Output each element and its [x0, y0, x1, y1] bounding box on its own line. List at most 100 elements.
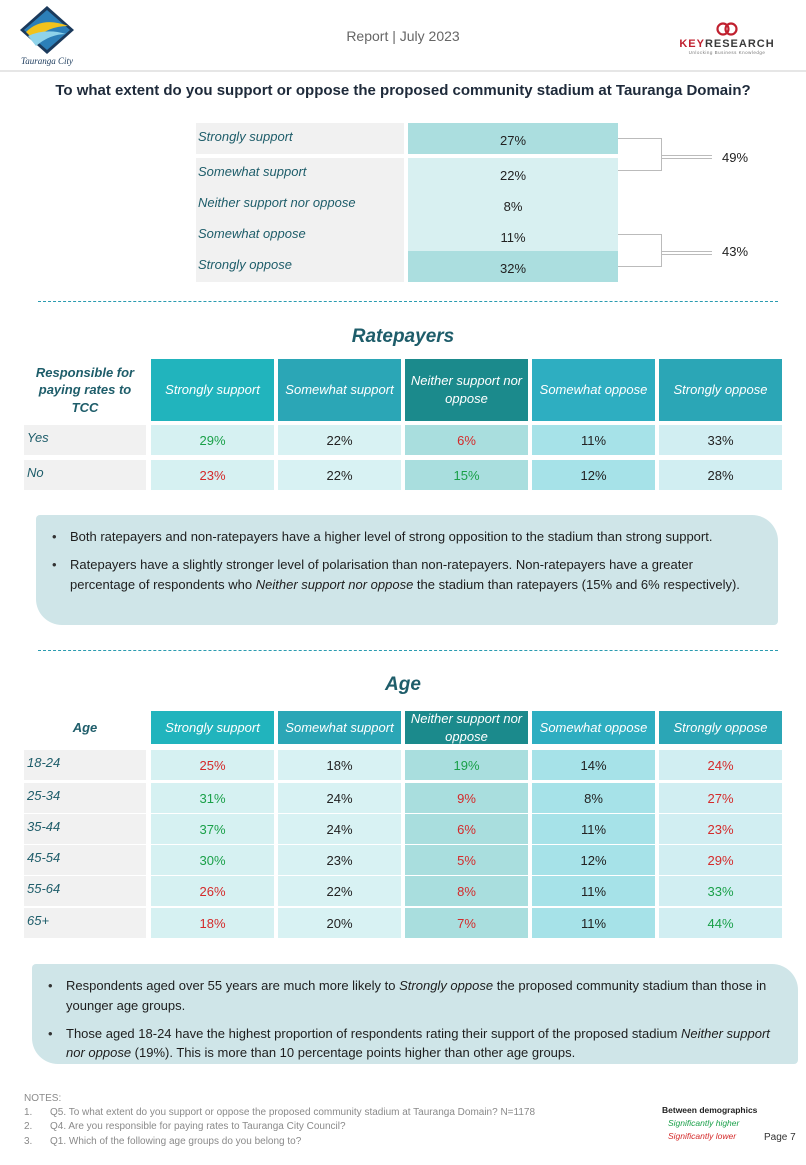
table-cell: 23% — [659, 814, 782, 844]
row-label: 55-64 — [24, 876, 146, 906]
table-cell: 24% — [278, 814, 401, 844]
legend-lower: Significantly lower — [668, 1130, 737, 1141]
summary-value: 32% — [408, 251, 618, 282]
column-header: Somewhat oppose — [532, 359, 655, 421]
row-label: 18-24 — [24, 750, 146, 780]
page-number: Page 7 — [764, 1132, 796, 1143]
summary-value: 8% — [408, 189, 618, 220]
table-cell: 30% — [151, 845, 274, 875]
table-cell: 14% — [532, 750, 655, 780]
insight-bullet: Both ratepayers and non-ratepayers have … — [52, 527, 758, 547]
table-cell: 11% — [532, 814, 655, 844]
table-cell: 7% — [405, 908, 528, 938]
table-cell: 26% — [151, 876, 274, 906]
summary-label: Somewhat support — [196, 158, 404, 189]
column-header: Strongly oppose — [659, 711, 782, 744]
note-text: Q4. Are you responsible for paying rates… — [50, 1121, 346, 1133]
table-cell: 29% — [659, 845, 782, 875]
insight-text: Ratepayers have a slightly stronger leve… — [70, 556, 693, 592]
insight-text: the proposed community stadium than thos… — [66, 978, 767, 1013]
oppose-bracket — [618, 234, 662, 267]
row-label: 45-54 — [24, 845, 146, 875]
note-text: Q1. Which of the following age groups do… — [50, 1135, 302, 1147]
table-cell: 5% — [405, 845, 528, 875]
note-item: 3. Q1. Which of the following age groups … — [24, 1135, 535, 1149]
table-cell: 25% — [151, 750, 274, 780]
tauranga-logo-icon — [20, 6, 74, 54]
significance-legend: Between demographics Significantly highe… — [662, 1104, 757, 1142]
page-header: Tauranga City Report | July 2023 KEYRESE… — [0, 0, 806, 72]
insight-text: Respondents aged over 55 years are much … — [66, 978, 400, 993]
summary-row: Strongly support 27% — [196, 123, 618, 154]
table-cell: 6% — [405, 425, 528, 455]
logo-city-text: Tauranga City — [21, 56, 73, 66]
column-header: Neither support nor oppose — [405, 359, 528, 421]
table-cell: 6% — [405, 814, 528, 844]
keyresearch-tagline: Unlocking Business Knowledge — [688, 50, 766, 55]
column-header: Somewhat support — [278, 359, 401, 421]
summary-label: Somewhat oppose — [196, 220, 404, 251]
note-text: Q5. To what extent do you support or opp… — [50, 1107, 536, 1119]
insight-emphasis: Neither support nor oppose — [255, 576, 414, 592]
age-insights: Respondents aged over 55 years are much … — [32, 964, 798, 1064]
table-cell: 23% — [151, 460, 274, 490]
table-cell: 8% — [405, 876, 528, 906]
keyresearch-rings-icon — [716, 22, 738, 36]
note-number: 3. — [24, 1135, 33, 1147]
note-number: 2. — [24, 1121, 33, 1133]
table-cell: 22% — [278, 425, 401, 455]
table-cell: 22% — [278, 876, 401, 906]
insight-bullet: Respondents aged over 55 years are much … — [48, 976, 778, 1016]
summary-row: Neither support nor oppose 8% — [196, 189, 618, 220]
insight-bullet: Those aged 18-24 have the highest propor… — [48, 1024, 778, 1064]
row-label: 25-34 — [24, 783, 146, 813]
summary-row: Somewhat oppose 11% — [196, 220, 618, 251]
summary-label: Strongly oppose — [196, 251, 404, 282]
summary-value: 22% — [408, 158, 618, 189]
oppose-bracket-line — [662, 251, 712, 255]
insight-emphasis: Neither support nor oppose — [66, 1025, 770, 1061]
row-label: No — [24, 460, 146, 490]
table-cell: 28% — [659, 460, 782, 490]
table-cell: 15% — [405, 460, 528, 490]
section-divider — [38, 650, 778, 651]
table-cell: 11% — [532, 876, 655, 906]
table-cell: 33% — [659, 425, 782, 455]
table-cell: 29% — [151, 425, 274, 455]
notes-title: NOTES: — [24, 1093, 62, 1104]
table-cell: 24% — [278, 783, 401, 813]
table-cell: 18% — [151, 908, 274, 938]
footer-notes: NOTES: 1. Q5. To what extent do you suppo… — [24, 1092, 535, 1149]
table-cell: 27% — [659, 783, 782, 813]
table-cell: 11% — [532, 908, 655, 938]
summary-row: Somewhat support 22% — [196, 158, 618, 189]
table-cell: 9% — [405, 783, 528, 813]
table-cell: 8% — [532, 783, 655, 813]
keyresearch-key: KEY — [679, 38, 705, 50]
net-oppose-value: 43% — [722, 244, 749, 259]
legend-title: Between demographics — [662, 1105, 758, 1115]
summary-value: 27% — [408, 123, 618, 154]
insight-text: the stadium than ratepayers (15% and 6% … — [413, 576, 740, 592]
table-cell: 33% — [659, 876, 782, 906]
legend-higher: Significantly higher — [668, 1117, 740, 1128]
table-cell: 20% — [278, 908, 401, 938]
report-title: Report | July 2023 — [346, 28, 460, 44]
column-header: Somewhat oppose — [532, 711, 655, 744]
ratepayers-insights: Both ratepayers and non-ratepayers have … — [36, 515, 778, 625]
keyresearch-logo: KEYRESEARCH Unlocking Business Knowledge — [672, 22, 782, 62]
keyresearch-research: RESEARCH — [704, 38, 775, 50]
age-title: Age — [385, 674, 421, 695]
table-cell: 23% — [278, 845, 401, 875]
tauranga-city-logo: Tauranga City — [12, 4, 82, 68]
ratepayers-title: Ratepayers — [351, 326, 455, 347]
insight-text: Both ratepayers and non-ratepayers have … — [70, 529, 713, 544]
row-label: Yes — [24, 425, 146, 455]
column-header: Strongly support — [151, 711, 274, 744]
row-label: 65+ — [24, 908, 146, 938]
ratepayers-corner-header: Responsible for paying rates to TCC — [35, 364, 135, 415]
column-header: Strongly oppose — [659, 359, 782, 421]
support-bracket-line — [662, 155, 712, 159]
insight-text: (19%). This is more than 10 percentage p… — [131, 1045, 576, 1061]
insight-text: Those aged 18-24 have the highest propor… — [66, 1025, 682, 1041]
